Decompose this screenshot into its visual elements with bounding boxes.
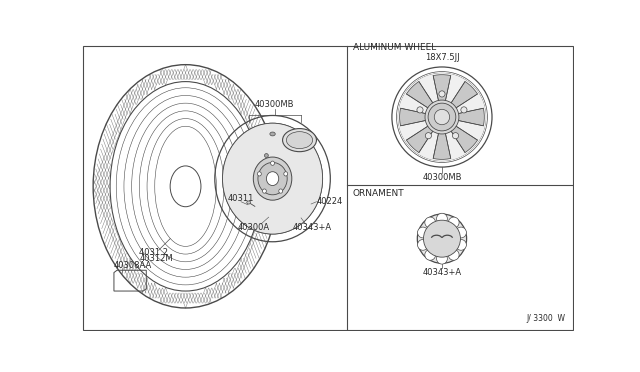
Text: 40300MB: 40300MB xyxy=(422,173,461,182)
Circle shape xyxy=(456,227,467,238)
Circle shape xyxy=(435,109,450,125)
Ellipse shape xyxy=(271,161,275,165)
Circle shape xyxy=(452,133,459,139)
Text: 18X7.5JJ: 18X7.5JJ xyxy=(425,53,460,62)
Polygon shape xyxy=(406,81,435,109)
Text: 40312M: 40312M xyxy=(140,254,173,263)
Ellipse shape xyxy=(284,172,287,176)
Ellipse shape xyxy=(287,132,312,148)
Ellipse shape xyxy=(283,129,316,152)
Polygon shape xyxy=(433,131,451,159)
Circle shape xyxy=(398,73,486,161)
Circle shape xyxy=(449,217,459,228)
Polygon shape xyxy=(449,125,477,153)
Text: J/ 3300  W: J/ 3300 W xyxy=(526,314,565,323)
Circle shape xyxy=(417,214,467,263)
Circle shape xyxy=(436,213,447,224)
Circle shape xyxy=(461,107,467,113)
Circle shape xyxy=(426,133,431,139)
Ellipse shape xyxy=(270,132,275,136)
Polygon shape xyxy=(399,108,428,126)
Text: ALUMINUM WHEEL: ALUMINUM WHEEL xyxy=(353,44,436,52)
Circle shape xyxy=(417,107,423,113)
Circle shape xyxy=(417,240,428,250)
Text: 40300MB: 40300MB xyxy=(255,100,294,109)
Ellipse shape xyxy=(247,201,251,204)
Text: 40308AA: 40308AA xyxy=(114,261,152,270)
Text: 40224: 40224 xyxy=(316,197,342,206)
Circle shape xyxy=(439,91,445,97)
Text: 40300A: 40300A xyxy=(238,222,270,232)
Circle shape xyxy=(424,220,460,257)
Text: 40343+A: 40343+A xyxy=(422,268,461,277)
Text: 4031 2: 4031 2 xyxy=(140,248,168,257)
Circle shape xyxy=(456,240,467,250)
Circle shape xyxy=(449,250,459,260)
Ellipse shape xyxy=(266,172,279,186)
Circle shape xyxy=(417,227,428,238)
Ellipse shape xyxy=(258,163,287,195)
Polygon shape xyxy=(433,75,451,103)
Text: 40311: 40311 xyxy=(228,194,254,203)
Circle shape xyxy=(425,217,436,228)
Polygon shape xyxy=(456,108,484,126)
Text: 40343+A: 40343+A xyxy=(293,222,332,232)
Ellipse shape xyxy=(253,157,292,200)
Circle shape xyxy=(428,103,456,131)
Circle shape xyxy=(436,253,447,264)
Circle shape xyxy=(264,154,268,157)
Ellipse shape xyxy=(262,189,266,193)
Polygon shape xyxy=(406,125,435,153)
Circle shape xyxy=(425,250,436,260)
Text: ORNAMENT: ORNAMENT xyxy=(353,189,404,198)
Circle shape xyxy=(425,100,459,134)
Ellipse shape xyxy=(279,189,283,193)
Ellipse shape xyxy=(257,172,261,176)
Ellipse shape xyxy=(223,123,323,234)
Polygon shape xyxy=(449,81,477,109)
